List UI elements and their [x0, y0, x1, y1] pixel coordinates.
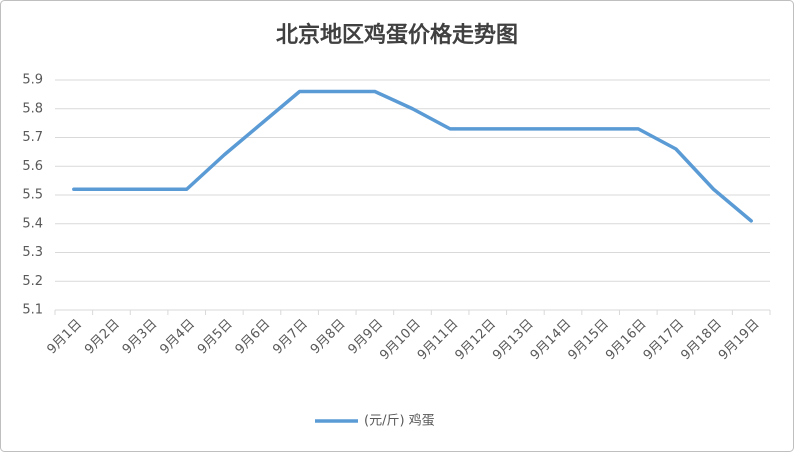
legend-label: (元/斤) 鸡蛋 [364, 413, 435, 429]
line [72, 89, 753, 223]
y-tick-label: 5.3 [22, 245, 43, 260]
y-tick-label: 5.6 [22, 159, 43, 174]
y-tick-label: 5.7 [22, 130, 43, 145]
y-tick-label: 5.9 [22, 73, 43, 88]
y-tick-label: 5.4 [22, 216, 43, 231]
y-tick-label: 5.2 [22, 274, 43, 289]
y-tick-label: 5.8 [22, 101, 43, 116]
y-tick-label: 5.1 [22, 303, 43, 318]
y-tick-label: 5.5 [22, 188, 43, 203]
chart-title: 北京地区鸡蛋价格走势图 [276, 22, 518, 48]
